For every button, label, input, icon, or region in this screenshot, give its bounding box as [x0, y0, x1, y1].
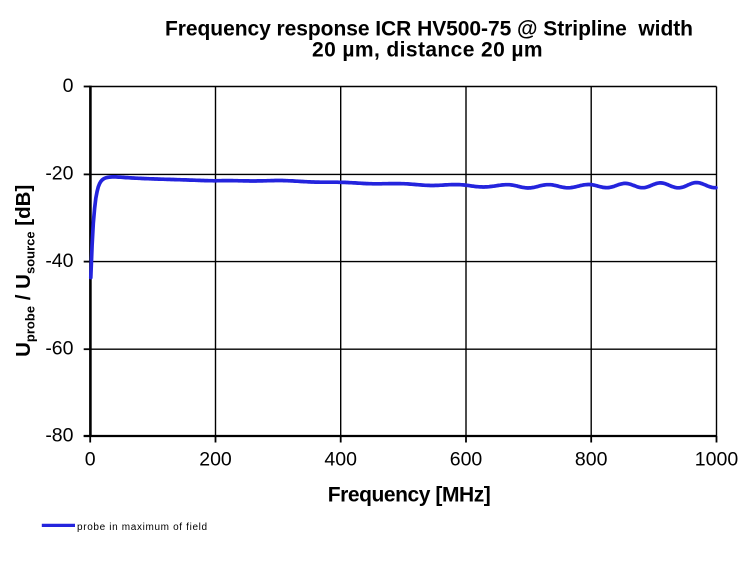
svg-text:200: 200 [199, 449, 232, 471]
svg-text:-20: -20 [45, 162, 73, 184]
svg-text:-40: -40 [45, 250, 73, 272]
svg-text:0: 0 [63, 75, 74, 97]
svg-text:0: 0 [85, 449, 96, 471]
svg-text:Frequency response ICR HV500-7: Frequency response ICR HV500-75 @ Stripl… [165, 17, 693, 40]
svg-text:20 µm, distance 20 µm: 20 µm, distance 20 µm [312, 39, 543, 62]
svg-text:Uprobe / Usource [dB]: Uprobe / Usource [dB] [12, 185, 38, 357]
svg-text:400: 400 [324, 449, 357, 471]
svg-text:-60: -60 [45, 337, 73, 359]
svg-text:1000: 1000 [695, 449, 739, 471]
svg-text:800: 800 [575, 449, 608, 471]
svg-text:probe in maximum of field: probe in maximum of field [77, 522, 208, 533]
svg-text:600: 600 [450, 449, 483, 471]
svg-text:Frequency [MHz]: Frequency [MHz] [328, 484, 491, 507]
svg-text:-80: -80 [45, 425, 73, 447]
